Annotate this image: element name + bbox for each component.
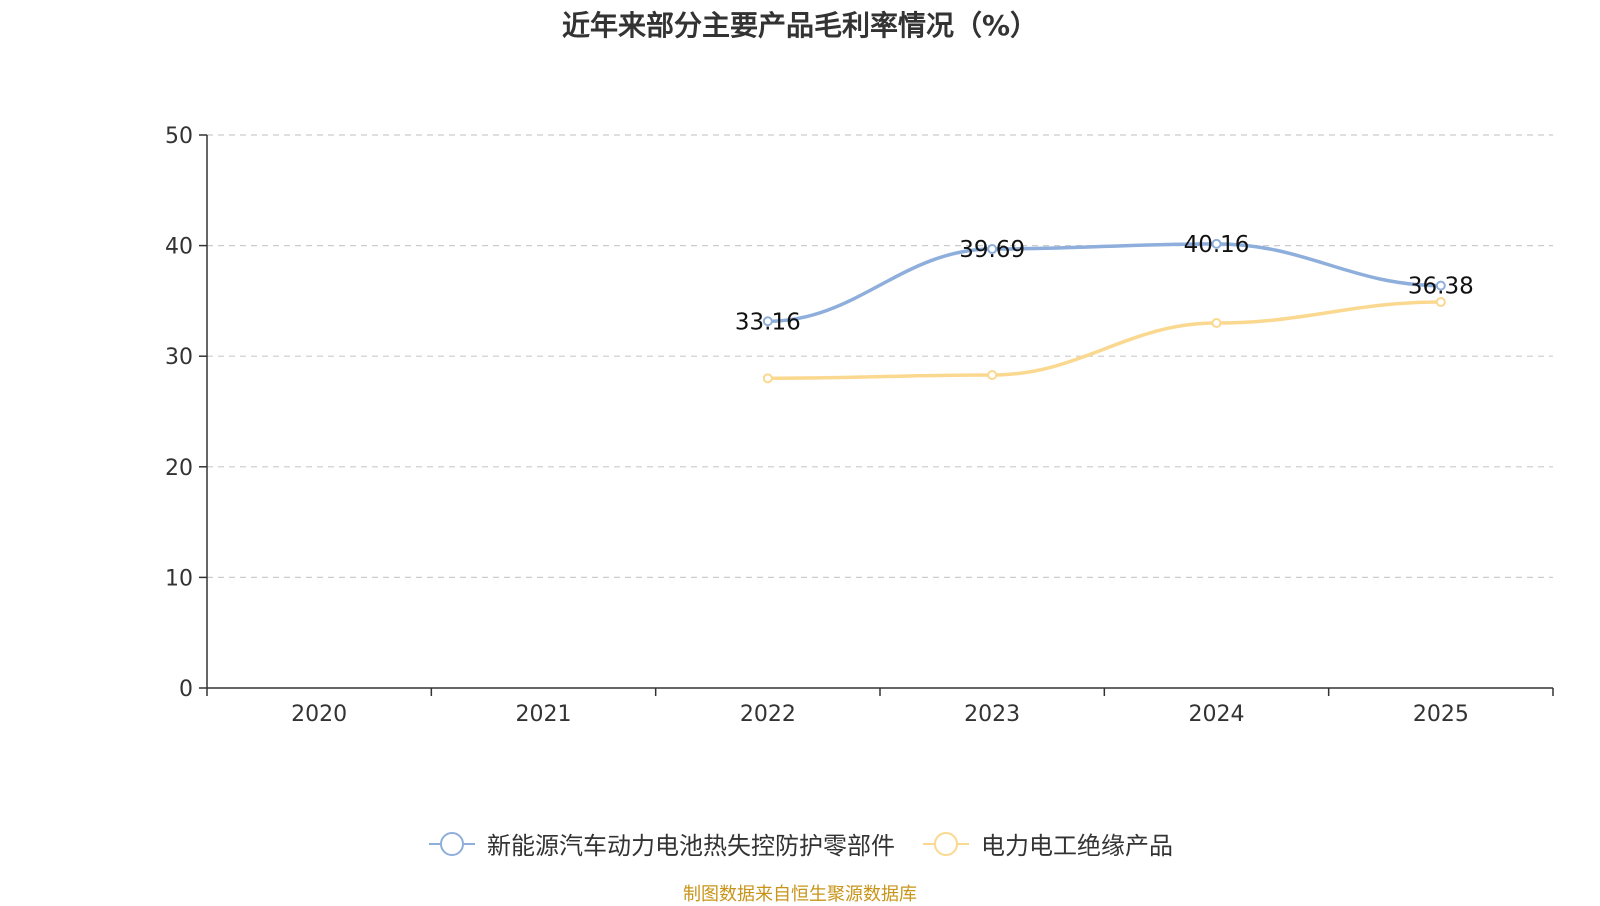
legend-marker-series-1 [429, 831, 475, 856]
legend-label-series-1: 新能源汽车动力电池热失控防护零部件 [487, 832, 895, 860]
x-tick-label: 2020 [291, 702, 347, 727]
data-label-series-1: 36.38 [1408, 274, 1474, 300]
y-tick-label: 50 [165, 124, 193, 149]
y-tick-label: 30 [165, 345, 193, 370]
y-tick-label: 20 [165, 456, 193, 481]
series-line-2 [767, 300, 1441, 381]
data-label-series-1: 40.16 [1184, 232, 1250, 258]
data-point-series-1 [987, 244, 998, 255]
legend-item-series-2[interactable]: 电力电工绝缘产品 [921, 826, 1173, 861]
data-point-series-2 [1435, 297, 1446, 308]
data-label-series-1: 33.16 [735, 309, 801, 335]
x-tick-label: 2021 [516, 702, 572, 727]
legend-marker-series-2 [923, 831, 969, 856]
data-source-note: 制图数据来自恒生聚源数据库 [683, 884, 917, 905]
x-tick-label: 2024 [1189, 702, 1245, 727]
data-point-series-1 [762, 316, 773, 327]
legend-label-series-2: 电力电工绝缘产品 [981, 832, 1173, 860]
data-point-series-2 [762, 373, 773, 384]
data-point-series-1 [1435, 280, 1446, 291]
x-tick-label: 2025 [1413, 702, 1469, 727]
y-tick-label: 40 [165, 235, 193, 260]
x-tick-label: 2022 [740, 702, 796, 727]
data-point-series-2 [987, 370, 998, 381]
chart-title: 近年来部分主要产品毛利率情况（%） [561, 9, 1039, 42]
x-tick-label: 2023 [964, 702, 1020, 727]
y-tick-label: 0 [179, 677, 193, 702]
data-label-series-1: 39.69 [959, 237, 1025, 263]
series-line-1 [767, 242, 1441, 323]
legend: 新能源汽车动力电池热失控防护零部件 电力电工绝缘产品 [0, 826, 1600, 861]
data-point-series-1 [1211, 238, 1222, 249]
legend-item-series-1[interactable]: 新能源汽车动力电池热失控防护零部件 [427, 826, 895, 861]
y-tick-label: 10 [165, 566, 193, 591]
data-point-series-2 [1211, 318, 1222, 329]
